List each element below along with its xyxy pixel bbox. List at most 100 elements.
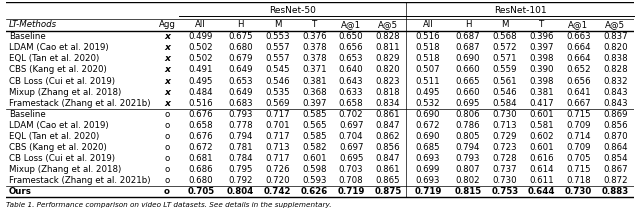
- Text: 0.396: 0.396: [529, 32, 554, 41]
- Text: x: x: [164, 32, 170, 41]
- Text: 0.695: 0.695: [339, 154, 364, 163]
- Text: 0.672: 0.672: [415, 121, 440, 130]
- Text: 0.557: 0.557: [265, 43, 290, 52]
- Text: 0.861: 0.861: [376, 165, 400, 174]
- Text: 0.371: 0.371: [302, 65, 326, 75]
- Text: o: o: [164, 110, 170, 119]
- Text: 0.872: 0.872: [603, 176, 627, 185]
- Text: 0.565: 0.565: [302, 121, 326, 130]
- Text: 0.582: 0.582: [302, 143, 326, 152]
- Text: ResNet-101: ResNet-101: [493, 6, 547, 15]
- Text: 0.675: 0.675: [228, 32, 253, 41]
- Text: 0.593: 0.593: [302, 176, 326, 185]
- Text: 0.660: 0.660: [456, 87, 480, 97]
- Text: o: o: [164, 143, 170, 152]
- Text: 0.794: 0.794: [456, 143, 480, 152]
- Text: 0.499: 0.499: [189, 32, 213, 41]
- Text: Agg: Agg: [159, 21, 175, 29]
- Text: 0.829: 0.829: [376, 54, 400, 64]
- Text: 0.378: 0.378: [302, 54, 326, 64]
- Text: 0.598: 0.598: [302, 165, 326, 174]
- Text: Framestack (Zhang et al. 2021b): Framestack (Zhang et al. 2021b): [9, 98, 150, 108]
- Text: 0.720: 0.720: [265, 176, 290, 185]
- Text: 0.572: 0.572: [492, 43, 517, 52]
- Text: 0.718: 0.718: [566, 176, 591, 185]
- Text: 0.820: 0.820: [603, 43, 627, 52]
- Text: 0.641: 0.641: [566, 87, 591, 97]
- Text: o: o: [164, 132, 170, 141]
- Text: 0.676: 0.676: [188, 110, 213, 119]
- Text: A@5: A@5: [378, 21, 398, 29]
- Text: 0.602: 0.602: [529, 132, 554, 141]
- Text: 0.633: 0.633: [339, 87, 364, 97]
- Text: 0.709: 0.709: [566, 121, 591, 130]
- Text: 0.728: 0.728: [492, 154, 517, 163]
- Text: All: All: [422, 21, 433, 29]
- Text: 0.601: 0.601: [529, 110, 554, 119]
- Text: 0.559: 0.559: [493, 65, 517, 75]
- Text: 0.690: 0.690: [416, 110, 440, 119]
- Text: 0.397: 0.397: [529, 43, 554, 52]
- Text: 0.864: 0.864: [603, 143, 627, 152]
- Text: 0.667: 0.667: [566, 98, 591, 108]
- Text: 0.656: 0.656: [339, 43, 364, 52]
- Text: 0.793: 0.793: [228, 110, 253, 119]
- Text: 0.697: 0.697: [339, 143, 364, 152]
- Text: 0.687: 0.687: [456, 32, 480, 41]
- Text: 0.737: 0.737: [492, 165, 517, 174]
- Text: 0.802: 0.802: [456, 176, 480, 185]
- Text: 0.569: 0.569: [265, 98, 290, 108]
- Text: 0.650: 0.650: [339, 32, 364, 41]
- Text: 0.681: 0.681: [188, 154, 213, 163]
- Text: 0.715: 0.715: [566, 165, 591, 174]
- Text: 0.656: 0.656: [566, 76, 591, 86]
- Text: 0.553: 0.553: [265, 32, 290, 41]
- Text: 0.546: 0.546: [265, 76, 290, 86]
- Text: H: H: [237, 21, 244, 29]
- Text: 0.643: 0.643: [339, 76, 364, 86]
- Text: H: H: [465, 21, 471, 29]
- Text: 0.717: 0.717: [265, 154, 290, 163]
- Text: 0.690: 0.690: [416, 132, 440, 141]
- Text: o: o: [164, 176, 170, 185]
- Text: 0.753: 0.753: [491, 187, 518, 196]
- Text: 0.862: 0.862: [376, 132, 400, 141]
- Text: 0.685: 0.685: [415, 143, 440, 152]
- Text: 0.709: 0.709: [566, 143, 591, 152]
- Text: 0.557: 0.557: [265, 54, 290, 64]
- Text: 0.584: 0.584: [492, 98, 517, 108]
- Text: 0.815: 0.815: [454, 187, 481, 196]
- Text: 0.601: 0.601: [529, 143, 554, 152]
- Text: 0.381: 0.381: [302, 76, 326, 86]
- Text: 0.823: 0.823: [376, 76, 400, 86]
- Text: 0.381: 0.381: [529, 87, 554, 97]
- Text: 0.390: 0.390: [529, 65, 554, 75]
- Text: 0.719: 0.719: [414, 187, 442, 196]
- Text: 0.545: 0.545: [265, 65, 290, 75]
- Text: T: T: [312, 21, 317, 29]
- Text: 0.811: 0.811: [376, 43, 400, 52]
- Text: 0.484: 0.484: [188, 87, 213, 97]
- Text: 0.867: 0.867: [603, 165, 627, 174]
- Text: 0.834: 0.834: [376, 98, 400, 108]
- Text: 0.601: 0.601: [302, 154, 326, 163]
- Text: 0.854: 0.854: [603, 154, 627, 163]
- Text: 0.832: 0.832: [603, 76, 627, 86]
- Text: 0.653: 0.653: [339, 54, 364, 64]
- Text: 0.376: 0.376: [302, 32, 326, 41]
- Text: 0.828: 0.828: [376, 32, 400, 41]
- Text: 0.398: 0.398: [529, 76, 554, 86]
- Text: Table 1. Performance comparison on video LT datasets. See details in the supplem: Table 1. Performance comparison on video…: [6, 202, 332, 208]
- Text: 0.653: 0.653: [228, 76, 253, 86]
- Text: LT-Methods: LT-Methods: [9, 21, 57, 29]
- Text: 0.865: 0.865: [376, 176, 400, 185]
- Text: 0.649: 0.649: [228, 87, 253, 97]
- Text: M: M: [274, 21, 281, 29]
- Text: 0.843: 0.843: [603, 87, 627, 97]
- Text: 0.695: 0.695: [456, 98, 480, 108]
- Text: 0.697: 0.697: [339, 121, 364, 130]
- Text: CBS (Kang et al. 2020): CBS (Kang et al. 2020): [9, 65, 107, 75]
- Text: 0.546: 0.546: [492, 87, 517, 97]
- Text: 0.699: 0.699: [416, 165, 440, 174]
- Text: Mixup (Zhang et al. 2018): Mixup (Zhang et al. 2018): [9, 165, 121, 174]
